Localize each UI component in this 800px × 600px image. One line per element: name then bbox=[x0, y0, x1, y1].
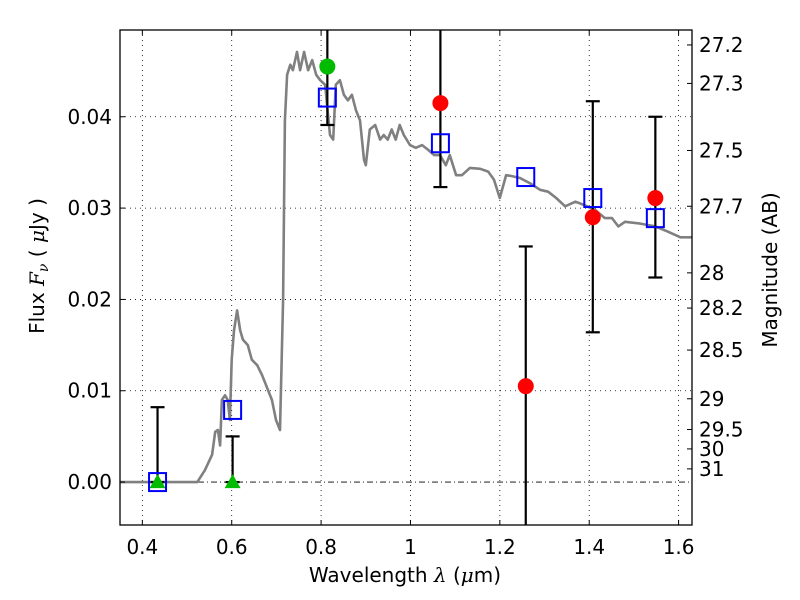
y2-tick-label: 27.2 bbox=[699, 33, 744, 57]
y2-tick-label: 27.7 bbox=[699, 194, 744, 218]
model-photometry-marker bbox=[430, 133, 450, 154]
y2-tick-label: 28 bbox=[699, 261, 724, 285]
svg-text:Magnitude (AB): Magnitude (AB) bbox=[758, 192, 782, 347]
model-photometry-marker bbox=[317, 87, 337, 108]
observed-flux-marker bbox=[647, 190, 664, 207]
non-detection-marker bbox=[224, 474, 241, 489]
y2-tick-label: 28.2 bbox=[699, 296, 744, 320]
x-tick-label: 1.4 bbox=[573, 535, 605, 559]
observed-flux-marker bbox=[517, 378, 534, 395]
error-bar bbox=[320, 30, 335, 127]
x-tick-label: 0.8 bbox=[305, 535, 337, 559]
y-tick-label: 0.02 bbox=[67, 287, 112, 311]
y2-tick-label: 28.5 bbox=[699, 338, 744, 362]
grid bbox=[120, 30, 692, 525]
plot-area bbox=[120, 30, 692, 525]
model-photometry-marker bbox=[148, 472, 168, 493]
observed-flux-marker bbox=[584, 209, 601, 226]
model-photometry-marker bbox=[583, 188, 603, 209]
y-tick-label: 0.00 bbox=[67, 470, 112, 494]
model-photometry-marker bbox=[645, 208, 665, 229]
svg-text:Flux Fν ( μJy ): Flux Fν ( μJy ) bbox=[25, 198, 52, 334]
y2-tick-label: 31 bbox=[699, 457, 724, 481]
x-tick-label: 0.4 bbox=[126, 535, 158, 559]
y-axis-label: Flux Fν ( μJy ) bbox=[25, 198, 52, 334]
x-tick-label: 1.2 bbox=[484, 535, 516, 559]
non-detection-marker bbox=[149, 474, 166, 489]
model-sed-line bbox=[120, 50, 692, 484]
y2-tick-label: 29 bbox=[699, 387, 724, 411]
y2-tick-label: 30 bbox=[699, 437, 724, 461]
svg-text:Wavelength λ (μm): Wavelength λ (μm) bbox=[309, 563, 501, 587]
plot-frame bbox=[119, 29, 693, 526]
y2-axis-label: Magnitude (AB) bbox=[758, 192, 782, 347]
y2-tick-label: 27.3 bbox=[699, 71, 744, 95]
y-tick-label: 0.03 bbox=[67, 196, 112, 220]
observed-flux-marker bbox=[432, 95, 449, 112]
x-axis-label: Wavelength λ (μm) bbox=[309, 563, 501, 587]
y2-tick-label: 27.5 bbox=[699, 138, 744, 162]
y2-tick-label: 29.5 bbox=[699, 418, 744, 442]
x-tick-label: 1.6 bbox=[663, 535, 695, 559]
x-tick-label: 0.6 bbox=[216, 535, 248, 559]
axes: 0.4 0.6 0.8 1 1.2 1.4 1.6 0.00 0.01 0.02 0.03 0.04 2… bbox=[67, 29, 744, 559]
y-tick-label: 0.04 bbox=[67, 105, 112, 129]
model-photometry-marker bbox=[516, 167, 536, 188]
x-tick-label: 1 bbox=[404, 535, 417, 559]
model-photometry-marker bbox=[223, 399, 243, 420]
y-tick-label: 0.01 bbox=[67, 379, 112, 403]
observed-flux-marker bbox=[319, 58, 336, 75]
